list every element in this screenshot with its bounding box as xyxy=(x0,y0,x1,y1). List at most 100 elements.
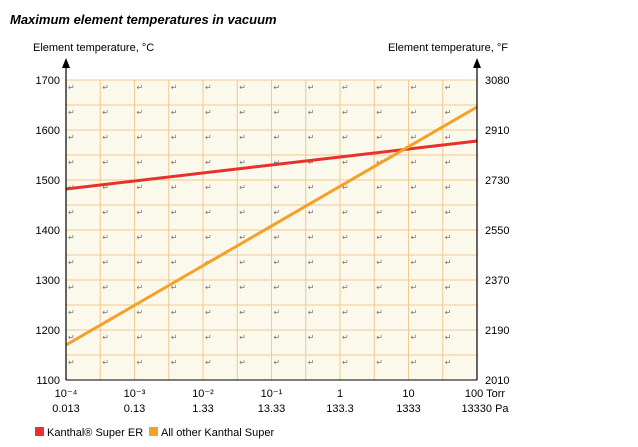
paragraph-mark: ↵ xyxy=(342,308,349,317)
x-tick-label-torr: 10⁻¹ xyxy=(261,388,283,400)
y-tick-label-right: 2370 xyxy=(485,275,509,287)
chart-title: Maximum element temperatures in vacuum xyxy=(10,12,277,27)
paragraph-mark: ↵ xyxy=(171,333,178,342)
paragraph-mark: ↵ xyxy=(445,308,452,317)
paragraph-mark: ↵ xyxy=(68,158,75,167)
paragraph-mark: ↵ xyxy=(308,233,315,242)
paragraph-mark: ↵ xyxy=(239,208,246,217)
paragraph-mark: ↵ xyxy=(68,108,75,117)
paragraph-mark: ↵ xyxy=(342,258,349,267)
paragraph-mark: ↵ xyxy=(239,308,246,317)
y-tick-label-right: 2730 xyxy=(485,175,509,187)
axes xyxy=(62,58,481,381)
paragraph-mark: ↵ xyxy=(342,208,349,217)
paragraph-mark: ↵ xyxy=(274,133,281,142)
paragraph-mark: ↵ xyxy=(274,108,281,117)
paragraph-mark: ↵ xyxy=(411,233,418,242)
paragraph-mark: ↵ xyxy=(376,258,383,267)
paragraph-mark: ↵ xyxy=(239,108,246,117)
paragraph-mark: ↵ xyxy=(102,358,109,367)
paragraph-mark: ↵ xyxy=(411,83,418,92)
paragraph-mark: ↵ xyxy=(342,183,349,192)
paragraph-mark: ↵ xyxy=(274,333,281,342)
paragraph-mark: ↵ xyxy=(411,158,418,167)
y-tick-label-right: 2550 xyxy=(485,225,509,237)
paragraph-mark: ↵ xyxy=(308,308,315,317)
paragraph-mark: ↵ xyxy=(411,183,418,192)
paragraph-mark: ↵ xyxy=(137,358,144,367)
paragraph-mark: ↵ xyxy=(445,183,452,192)
paragraph-mark: ↵ xyxy=(205,83,212,92)
paragraph-mark: ↵ xyxy=(171,133,178,142)
paragraph-mark: ↵ xyxy=(102,258,109,267)
paragraph-mark: ↵ xyxy=(308,183,315,192)
paragraph-mark: ↵ xyxy=(102,83,109,92)
paragraph-mark: ↵ xyxy=(274,233,281,242)
x-tick-label-pa: 1.33 xyxy=(192,403,213,415)
paragraph-mark: ↵ xyxy=(205,283,212,292)
paragraph-mark: ↵ xyxy=(68,358,75,367)
y-tick-label-left: 1700 xyxy=(36,75,60,87)
paragraph-mark: ↵ xyxy=(102,233,109,242)
paragraph-mark: ↵ xyxy=(205,133,212,142)
paragraph-mark: ↵ xyxy=(274,183,281,192)
paragraph-mark: ↵ xyxy=(171,183,178,192)
series-group xyxy=(65,105,478,347)
right-axis-arrow xyxy=(473,58,481,68)
paragraph-mark: ↵ xyxy=(102,333,109,342)
left-axis-arrow xyxy=(62,58,70,68)
paragraph-mark: ↵ xyxy=(102,308,109,317)
paragraph-mark: ↵ xyxy=(411,358,418,367)
paragraph-mark: ↵ xyxy=(137,208,144,217)
x-tick-label-torr: 100 Torr xyxy=(465,388,505,400)
paragraph-mark: ↵ xyxy=(68,258,75,267)
paragraph-mark: ↵ xyxy=(274,308,281,317)
paragraph-mark: ↵ xyxy=(411,283,418,292)
x-tick-label-torr: 10⁻⁴ xyxy=(55,388,78,400)
tick-labels: 1100 2010 1200 2190 1300 2370 1400 2550 1500 2730… xyxy=(36,75,510,415)
paragraph-mark: ↵ xyxy=(445,333,452,342)
paragraph-mark: ↵ xyxy=(205,158,212,167)
paragraph-mark: ↵ xyxy=(68,208,75,217)
paragraph-mark: ↵ xyxy=(274,283,281,292)
paragraph-mark: ↵ xyxy=(411,333,418,342)
paragraph-mark: ↵ xyxy=(445,283,452,292)
paragraph-mark: ↵ xyxy=(342,333,349,342)
paragraph-mark: ↵ xyxy=(205,333,212,342)
paragraph-mark: ↵ xyxy=(411,208,418,217)
paragraph-mark: ↵ xyxy=(137,283,144,292)
paragraph-mark: ↵ xyxy=(411,108,418,117)
left-axis-label: Element temperature, °C xyxy=(33,42,154,54)
paragraph-mark: ↵ xyxy=(376,283,383,292)
paragraph-mark: ↵ xyxy=(171,108,178,117)
x-tick-label-pa: 1333 xyxy=(396,403,420,415)
paragraph-mark: ↵ xyxy=(171,233,178,242)
paragraph-mark: ↵ xyxy=(137,333,144,342)
paragraph-mark: ↵ xyxy=(376,183,383,192)
x-tick-label-pa: 0.013 xyxy=(52,403,80,415)
paragraph-mark: ↵ xyxy=(205,208,212,217)
paragraph-mark: ↵ xyxy=(445,158,452,167)
paragraph-mark: ↵ xyxy=(239,183,246,192)
y-tick-label-right: 2010 xyxy=(485,375,509,387)
paragraph-mark: ↵ xyxy=(376,233,383,242)
paragraph-mark: ↵ xyxy=(68,83,75,92)
paragraph-mark: ↵ xyxy=(376,358,383,367)
paragraph-mark: ↵ xyxy=(171,258,178,267)
paragraph-mark: ↵ xyxy=(239,333,246,342)
paragraph-mark: ↵ xyxy=(342,83,349,92)
paragraph-mark: ↵ xyxy=(137,308,144,317)
paragraph-mark: ↵ xyxy=(274,358,281,367)
paragraph-mark: ↵ xyxy=(68,283,75,292)
paragraph-mark: ↵ xyxy=(308,133,315,142)
paragraph-mark: ↵ xyxy=(205,108,212,117)
x-tick-label-pa: 133.3 xyxy=(326,403,354,415)
paragraph-mark: ↵ xyxy=(239,233,246,242)
paragraph-mark: ↵ xyxy=(137,233,144,242)
paragraph-mark: ↵ xyxy=(137,83,144,92)
series-line-other-super xyxy=(65,105,478,347)
y-tick-label-left: 1500 xyxy=(36,175,60,187)
paragraph-mark: ↵ xyxy=(205,183,212,192)
paragraph-mark: ↵ xyxy=(308,208,315,217)
